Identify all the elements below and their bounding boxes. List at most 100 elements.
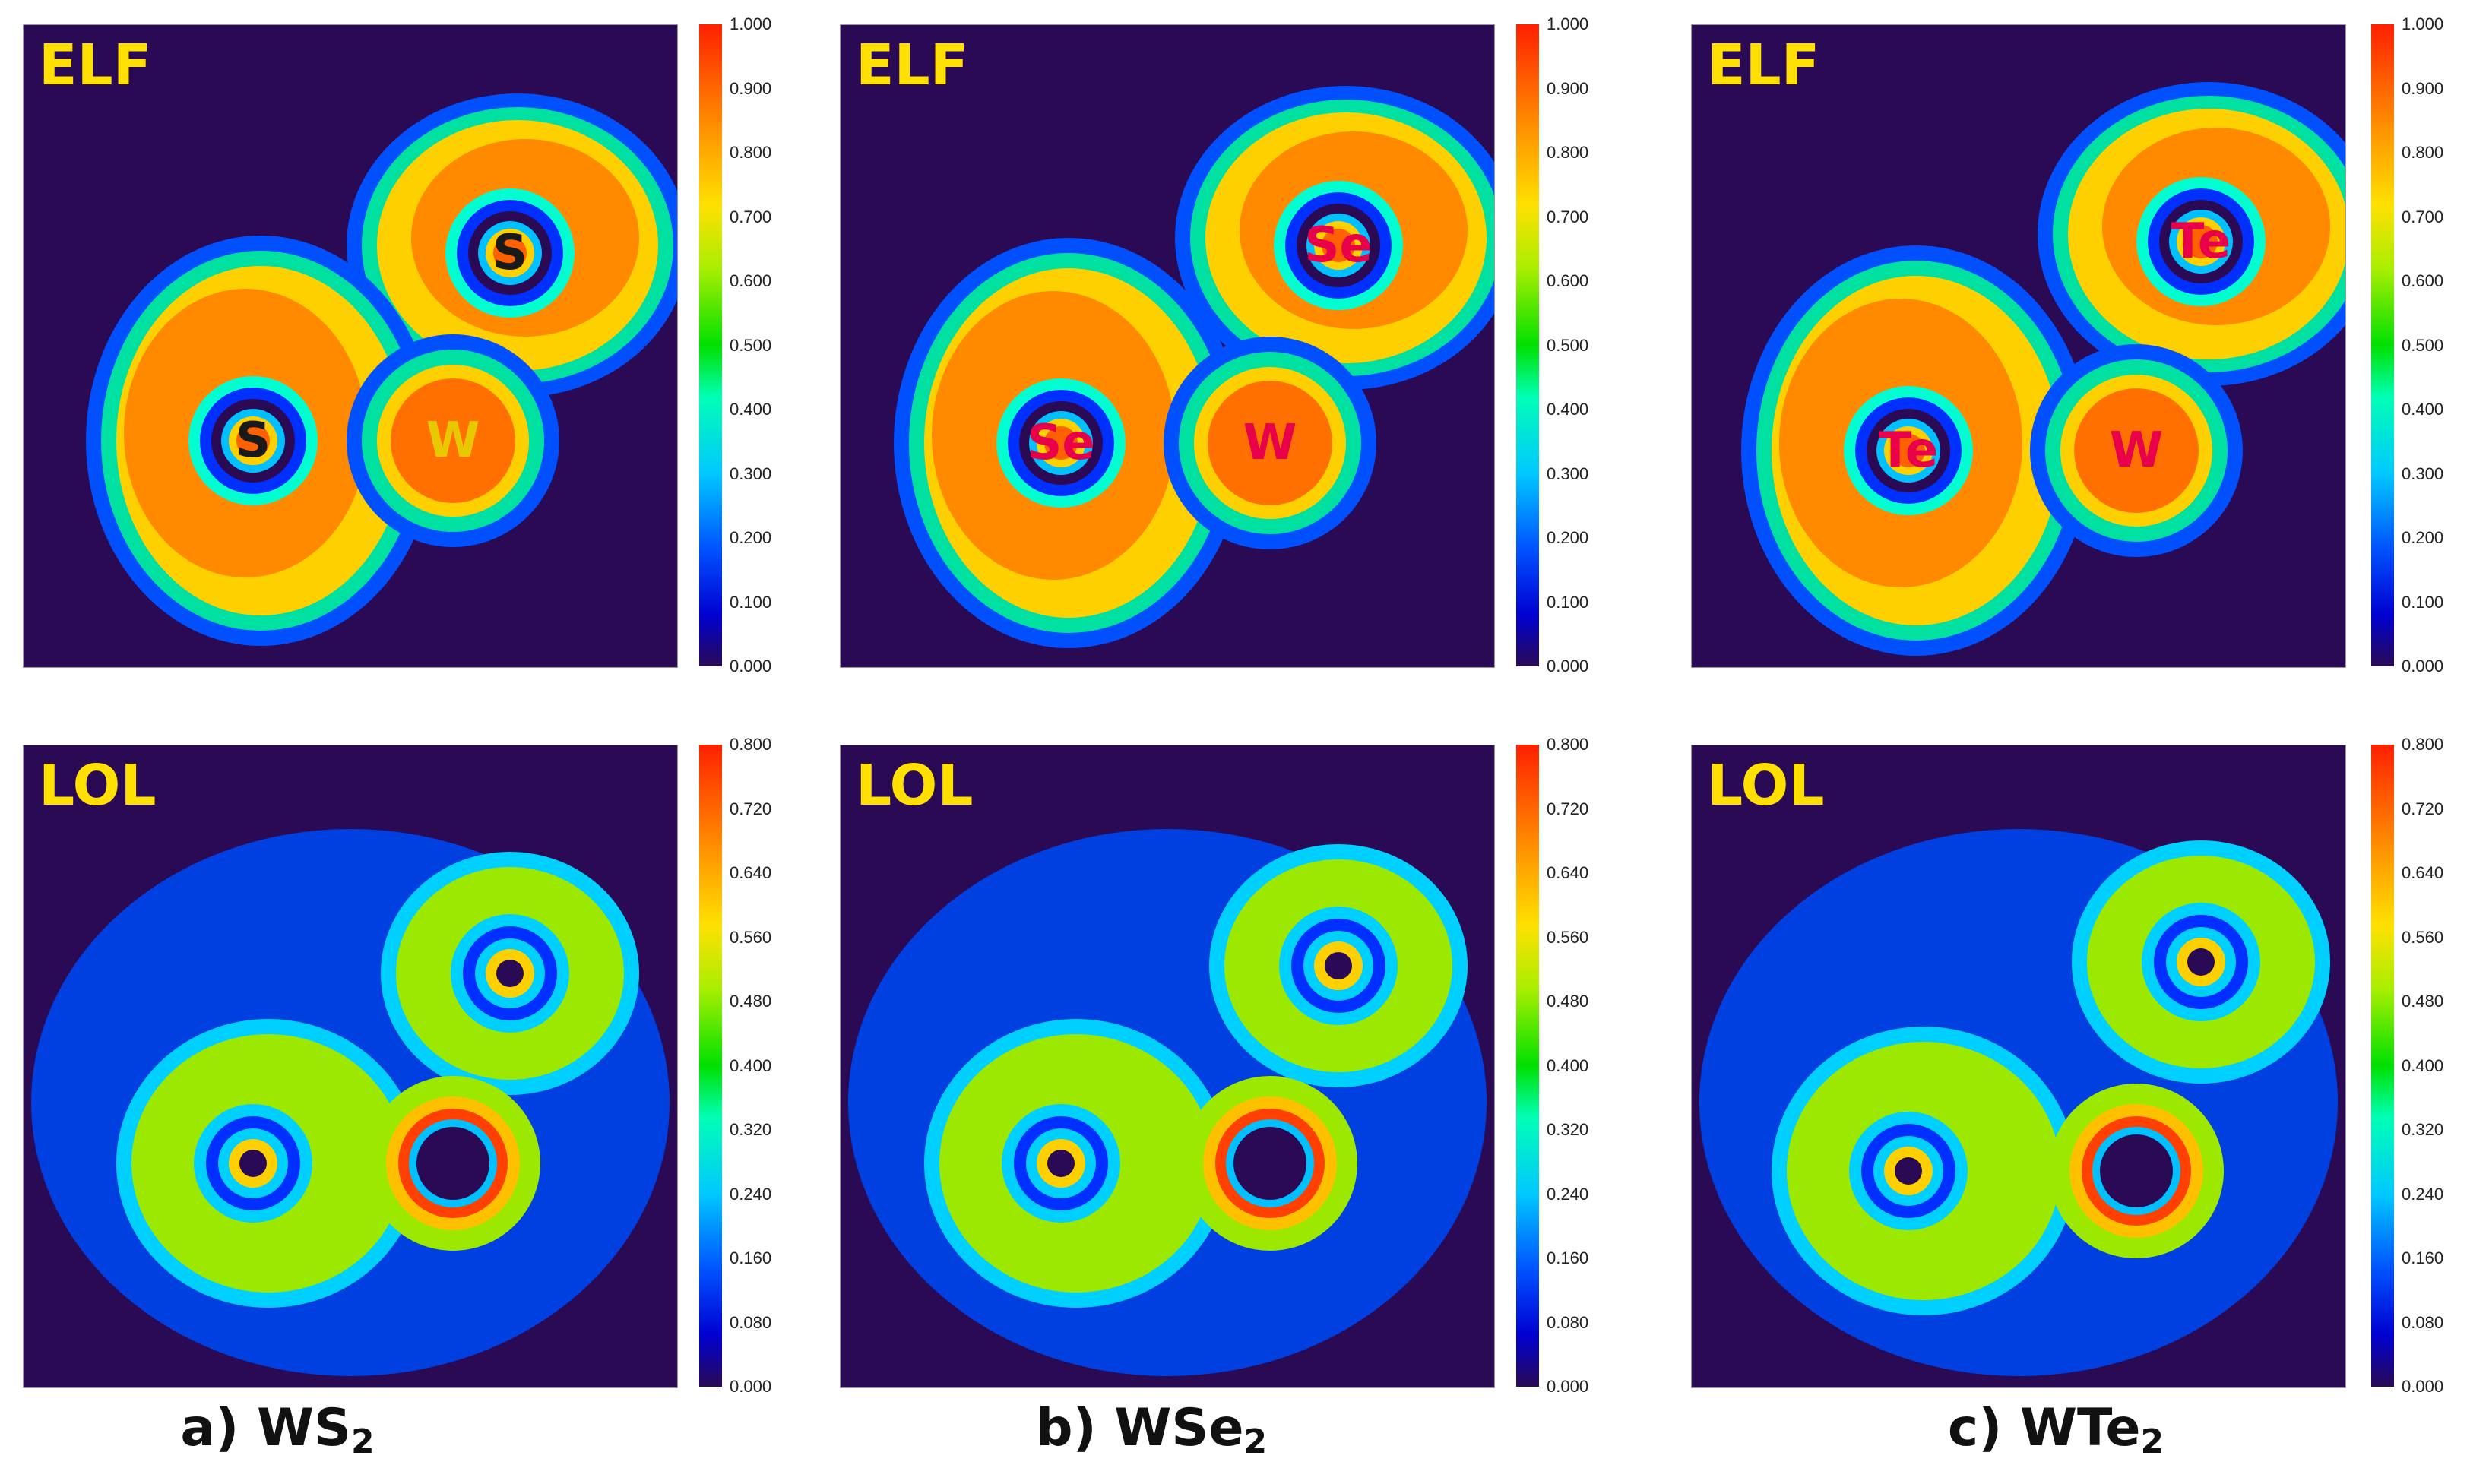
field-ring — [2187, 948, 2215, 976]
caption-text: c) WTe — [1947, 1398, 2141, 1458]
colorbar-tick-label: 0.800 — [730, 143, 772, 162]
panel-label: ELF — [39, 33, 152, 98]
field-ring — [416, 1127, 489, 1200]
colorbar-tick-label: 0.300 — [2402, 464, 2444, 483]
colorbar-tick-label: 0.600 — [1547, 271, 1589, 290]
colorbar-tick-label: 0.900 — [1547, 78, 1589, 98]
colorbar-tick-label: 0.400 — [1547, 400, 1589, 419]
colorbar-tick-label: 0.720 — [730, 799, 772, 818]
colorbar-tick-label: 0.560 — [1547, 927, 1589, 947]
field-ring — [1892, 434, 1925, 467]
colorbar-tick-label: 0.800 — [2402, 143, 2444, 162]
colorbar-tick-label: 0.600 — [730, 271, 772, 290]
field-ring — [1322, 229, 1355, 262]
colorbar-tick-label: 0.080 — [2402, 1312, 2444, 1332]
colorbar-tick-label: 0.560 — [2402, 927, 2444, 947]
colorbar-tick-label: 0.480 — [2402, 992, 2444, 1011]
lobe-core — [2074, 388, 2199, 513]
colorbar-tick-label: 0.800 — [2402, 735, 2444, 754]
colorbar-gradient — [2371, 24, 2394, 666]
colorbar-tick-label: 0.080 — [730, 1312, 772, 1332]
colorbar-gradient — [1516, 24, 1539, 666]
colorbar-tick-label: 0.320 — [2402, 1120, 2444, 1139]
colorbar-tick-label: 0.720 — [1547, 799, 1589, 818]
colorbar-tick-label: 0.800 — [1547, 143, 1589, 162]
colorbar-tick-label: 0.400 — [730, 1055, 772, 1075]
colorbar-tick-label: 0.100 — [2402, 592, 2444, 612]
lol-map-wte2: LOL — [1691, 745, 2346, 1388]
colorbar-tick-label: 0.160 — [1547, 1248, 1589, 1267]
field-ring — [1895, 1157, 1922, 1185]
atom-label: S — [492, 225, 528, 281]
colorbar-gradient — [699, 24, 722, 666]
colorbar-tick-label: 0.640 — [730, 863, 772, 882]
colorbar-tick-label: 0.320 — [1547, 1120, 1589, 1139]
panel-label: LOL — [39, 753, 157, 818]
colorbar-tick-label: 0.200 — [1547, 528, 1589, 547]
colorbar-tick-label: 0.640 — [1547, 863, 1589, 882]
colorbar-tick-label: 0.200 — [2402, 528, 2444, 547]
panel-label: ELF — [1707, 33, 1820, 98]
colorbar-tick-label: 0.000 — [730, 1377, 772, 1396]
colorbar-tick-label: 0.240 — [1547, 1184, 1589, 1204]
caption-subscript: 2 — [1243, 1422, 1268, 1461]
colorbar-tick-label: 0.700 — [1547, 207, 1589, 226]
colorbar-tick-label: 0.800 — [730, 735, 772, 754]
colorbar-tick-label: 0.400 — [730, 400, 772, 419]
field-ring — [1047, 1150, 1075, 1177]
colorbar-tick-label: 1.000 — [730, 14, 772, 33]
field-ring — [2184, 225, 2218, 258]
field-ring — [239, 1150, 267, 1177]
colorbar-gradient — [1516, 745, 1539, 1387]
colorbar-tick-label: 0.560 — [730, 927, 772, 947]
lol-colorbar-wse2: 0.800 0.720 0.640 0.560 0.480 0.400 0.320 0.240… — [1516, 735, 1588, 1396]
colorbar-tick-label: 0.300 — [730, 464, 772, 483]
elf-map-wse2: ELF Se Se W — [840, 24, 1495, 668]
colorbar-tick-label: 0.500 — [730, 335, 772, 355]
elf-wte2-field — [1741, 82, 2345, 656]
colorbar-tick-label: 0.000 — [1547, 1377, 1589, 1396]
colorbar-tick-label: 0.640 — [2402, 863, 2444, 882]
elf-ws2-field — [86, 93, 677, 646]
colorbar-tick-label: 0.900 — [730, 78, 772, 98]
colorbar-tick-label: 0.480 — [730, 992, 772, 1011]
lol-colorbar-ws2: 0.800 0.720 0.640 0.560 0.480 0.400 0.320 0.240… — [699, 735, 771, 1396]
caption-subscript: 2 — [2140, 1422, 2164, 1461]
colorbar-tick-label: 0.000 — [730, 657, 772, 676]
colorbar-tick-label: 0.900 — [2402, 78, 2444, 98]
atom-label: Se — [1304, 217, 1373, 274]
panel-label: LOL — [856, 753, 974, 818]
colorbar-tick-label: 0.100 — [730, 592, 772, 612]
colorbar-tick-label: 0.000 — [2402, 1377, 2444, 1396]
lol-colorbar-wte2: 0.800 0.720 0.640 0.560 0.480 0.400 0.320 0.240… — [2371, 735, 2443, 1396]
atom-label: Te — [1878, 422, 1939, 479]
field-ring — [1233, 1127, 1306, 1200]
lol-map-wse2: LOL — [840, 745, 1495, 1388]
colorbar-tick-label: 0.300 — [1547, 464, 1589, 483]
elf-map-ws2: ELF S S W — [23, 24, 678, 668]
colorbar-tick-label: 0.500 — [2402, 335, 2444, 355]
atom-label: W — [1243, 415, 1297, 471]
colorbar-tick-label: 0.160 — [2402, 1248, 2444, 1267]
field-ring — [1325, 952, 1352, 979]
colorbar-tick-label: 1.000 — [1547, 14, 1589, 33]
colorbar-tick-label: 1.000 — [2402, 14, 2444, 33]
colorbar-tick-label: 0.480 — [1547, 992, 1589, 1011]
field-ring — [496, 960, 524, 987]
field-ring — [2100, 1134, 2173, 1207]
colorbar-tick-label: 0.500 — [1547, 335, 1589, 355]
caption-wse2: b) WSe2 — [1036, 1398, 1267, 1461]
caption-wte2: c) WTe2 — [1948, 1398, 2164, 1461]
atom-label: W — [426, 413, 480, 469]
caption-ws2: a) WS2 — [180, 1398, 374, 1461]
field-ring — [493, 236, 527, 270]
colorbar-tick-label: 0.240 — [2402, 1184, 2444, 1204]
colorbar-tick-label: 0.400 — [1547, 1055, 1589, 1075]
colorbar-tick-label: 0.400 — [2402, 1055, 2444, 1075]
colorbar-tick-label: 0.100 — [1547, 592, 1589, 612]
field-ring — [236, 424, 270, 457]
elf-wse2-field — [894, 86, 1494, 648]
caption-subscript: 2 — [351, 1422, 375, 1461]
colorbar-tick-label: 0.320 — [730, 1120, 772, 1139]
caption-text: b) WSe — [1035, 1398, 1244, 1458]
